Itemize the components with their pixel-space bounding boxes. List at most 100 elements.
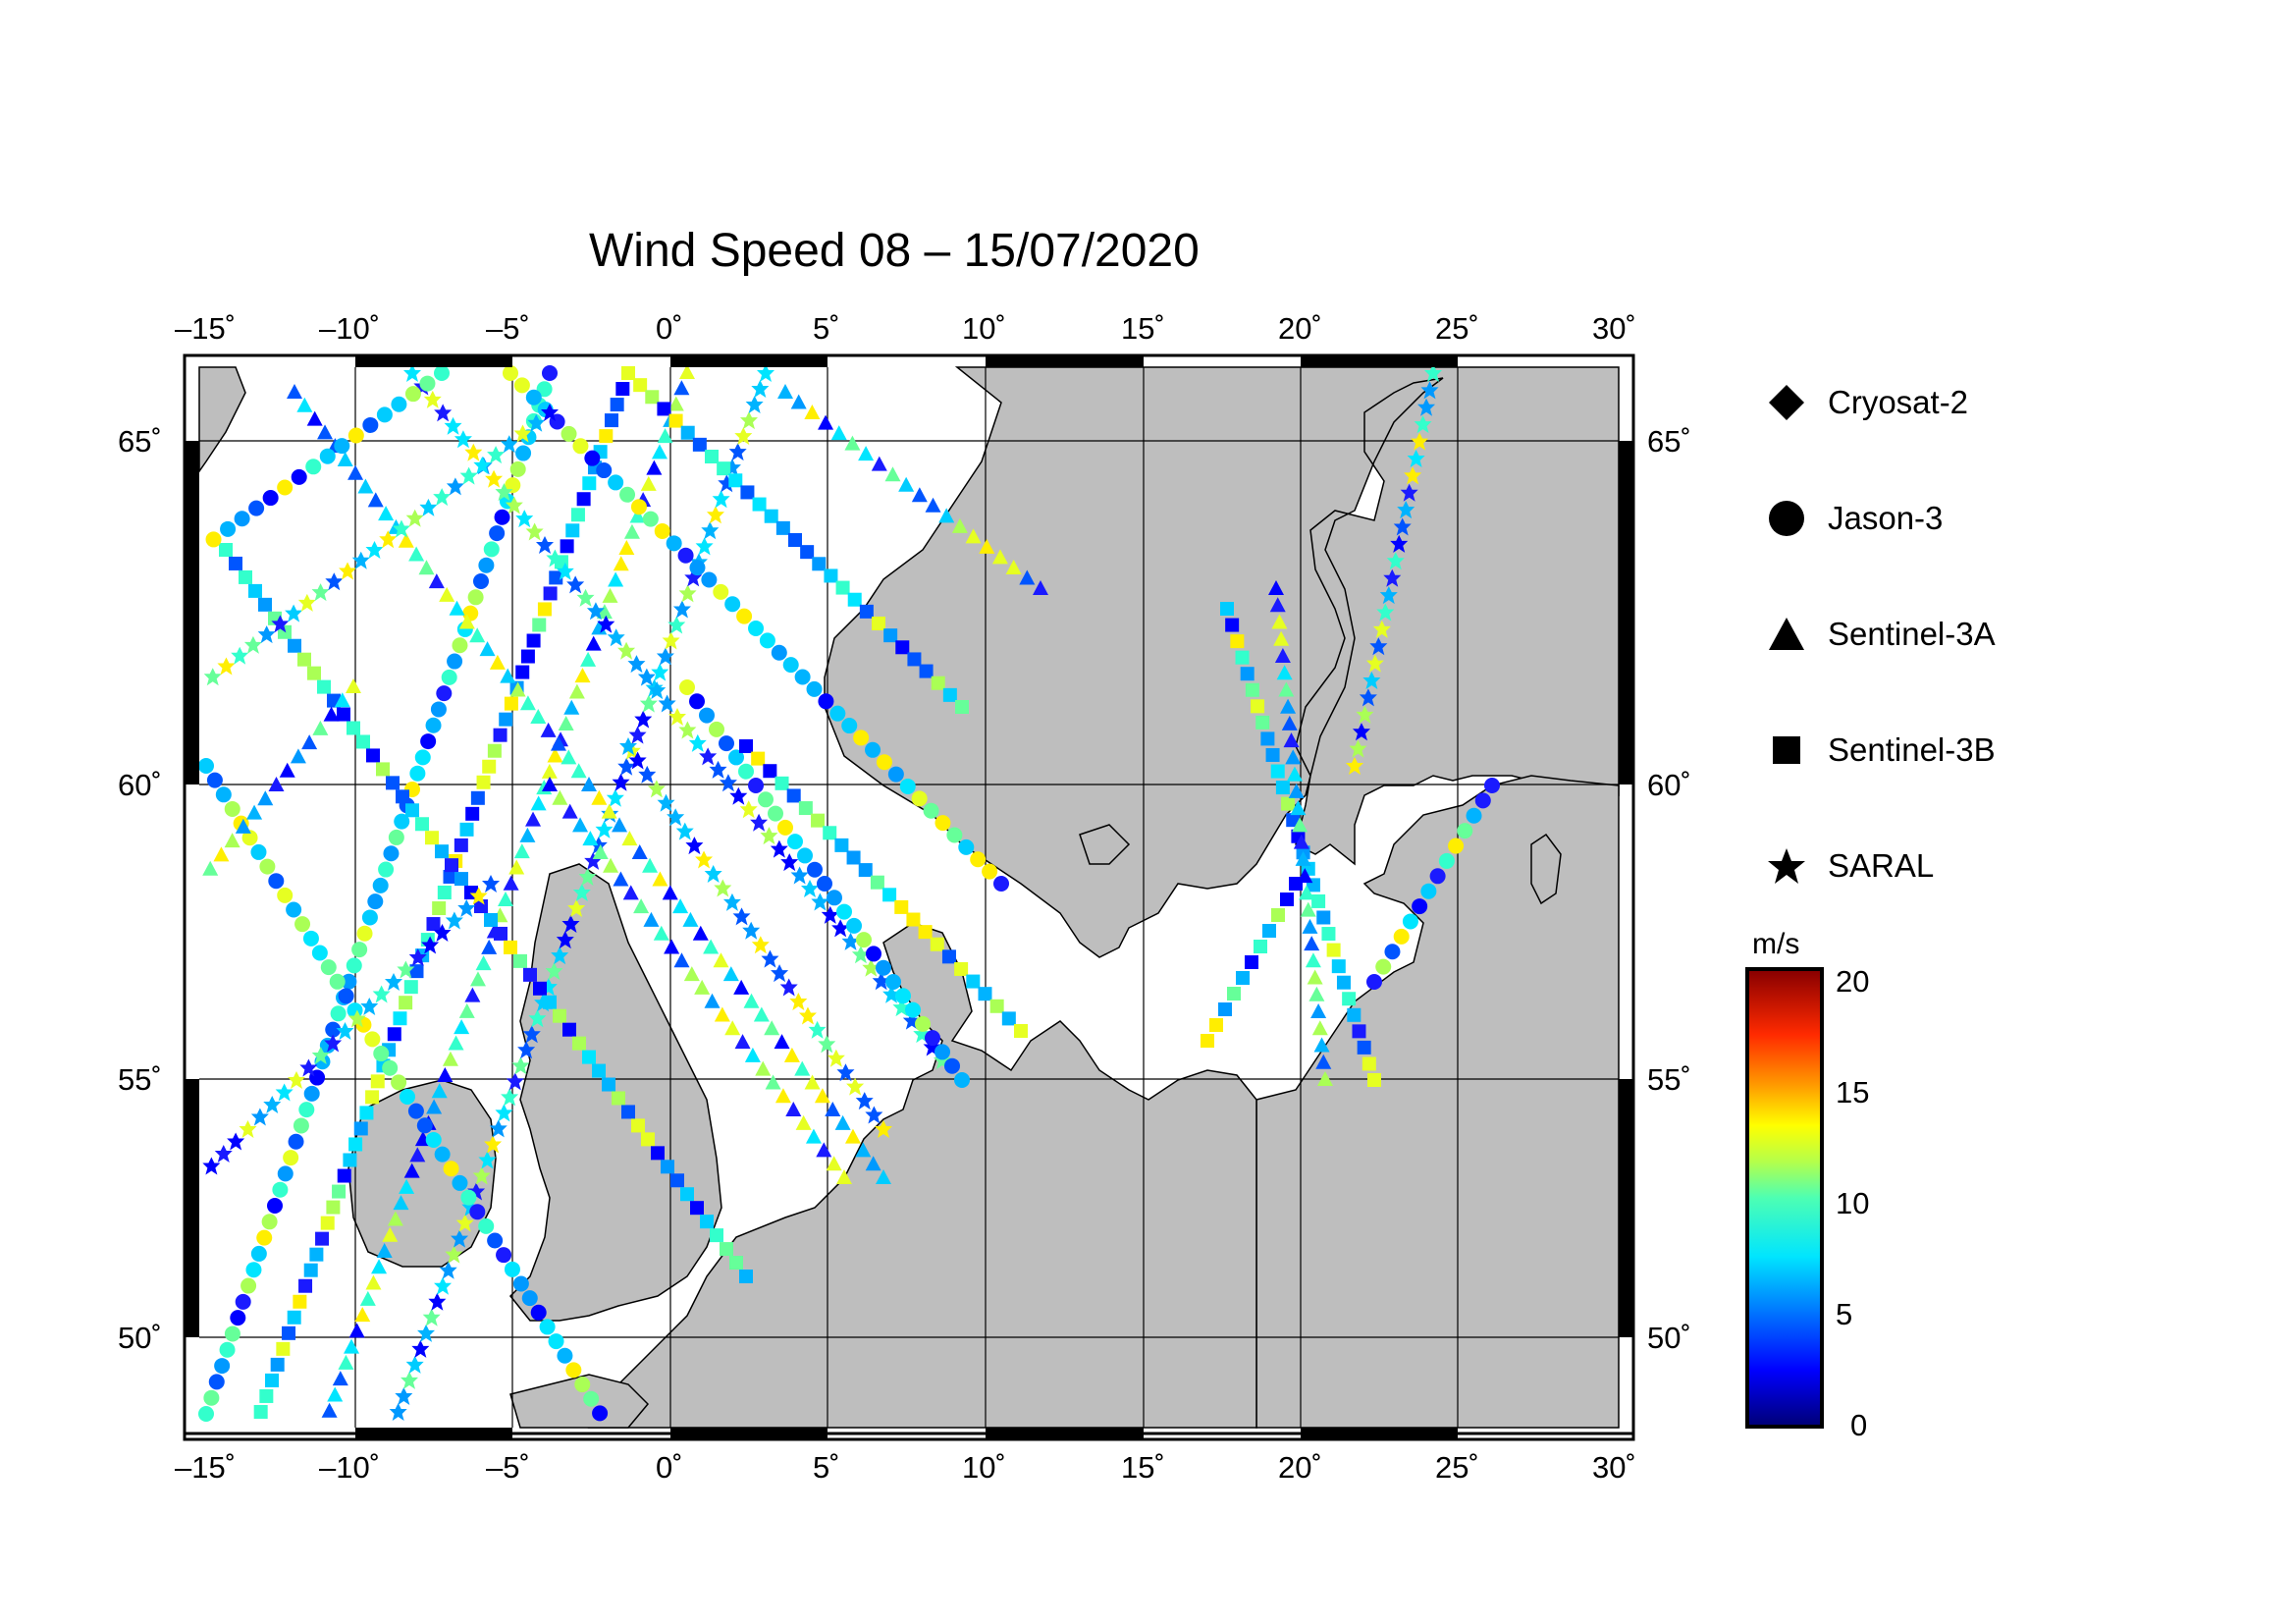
track-point <box>347 464 364 480</box>
track-point <box>876 754 892 771</box>
track-point <box>399 996 413 1010</box>
track-point <box>296 397 313 412</box>
track-point <box>675 822 694 840</box>
track-point <box>306 410 323 426</box>
track-point <box>317 424 334 440</box>
track-point <box>1292 817 1308 833</box>
track-point <box>871 456 887 471</box>
track-point <box>739 800 758 819</box>
track-point <box>872 972 890 991</box>
legend-jason-3: Jason-3 <box>1767 494 1943 543</box>
track-point <box>365 1090 380 1105</box>
track-point <box>918 925 933 940</box>
track-point <box>259 858 276 875</box>
track-point <box>1311 893 1326 908</box>
track-point <box>1308 986 1325 1001</box>
track-point <box>704 865 722 883</box>
track-point <box>865 1106 883 1124</box>
track-point <box>790 394 807 409</box>
track-point <box>239 1120 257 1138</box>
track-point <box>627 655 646 674</box>
track-point <box>320 1216 335 1230</box>
track-point <box>870 875 884 890</box>
track-point <box>657 402 671 416</box>
track-point <box>517 1041 536 1059</box>
track-point <box>826 1156 842 1171</box>
track-point <box>703 939 720 954</box>
map-title: Wind Speed 08 – 15/07/2020 <box>589 225 1200 277</box>
svg-text:30˚: 30˚ <box>1592 1450 1636 1485</box>
track-point <box>834 838 849 852</box>
colorbar-tick: 20 <box>1836 964 1870 999</box>
track-point <box>436 685 453 702</box>
track-point <box>622 885 639 900</box>
track-point <box>938 508 955 523</box>
track-point <box>666 535 682 552</box>
lon-ticks-bottom: –15˚ –10˚ –5˚ 0˚ 5˚ 10˚ 15˚ 20˚ 25˚ 30˚ <box>175 1450 1636 1485</box>
track-point <box>248 583 262 598</box>
track-point <box>272 1181 289 1198</box>
track-point <box>798 1006 817 1025</box>
track-point <box>751 936 770 954</box>
track-point <box>294 916 311 933</box>
track-point <box>601 803 617 819</box>
track-point <box>657 428 673 444</box>
track-point <box>1269 597 1286 613</box>
track-point <box>1251 699 1265 714</box>
svg-text:–15˚: –15˚ <box>175 311 236 346</box>
track-point <box>337 451 353 466</box>
track-point <box>830 425 847 441</box>
track-point <box>717 461 731 476</box>
track-point <box>327 1386 344 1402</box>
track-point <box>359 1106 374 1120</box>
track-point <box>548 1333 564 1350</box>
track-point <box>894 899 909 914</box>
track-point <box>748 778 764 793</box>
track-point <box>403 1163 420 1178</box>
track-point <box>596 604 613 620</box>
track-point <box>425 831 439 845</box>
track-point <box>561 425 577 442</box>
track-point <box>473 573 489 589</box>
track-point <box>1412 898 1428 915</box>
track-point <box>373 1046 390 1062</box>
track-point <box>473 456 492 474</box>
track-point <box>469 887 488 905</box>
track-point <box>248 500 265 516</box>
track-point <box>667 616 686 634</box>
track-point <box>1235 650 1250 665</box>
track-point <box>876 1169 891 1184</box>
colorbar-tick: 0 <box>1850 1408 1868 1442</box>
track-point <box>434 404 453 422</box>
track-point <box>356 734 370 749</box>
track-point <box>198 1406 214 1422</box>
track-point <box>800 545 815 560</box>
track-point <box>394 813 410 830</box>
track-point <box>428 573 445 589</box>
track-point <box>1268 580 1284 595</box>
track-point <box>774 1088 791 1104</box>
track-point <box>423 390 442 408</box>
track-point <box>408 546 425 562</box>
frame-bars <box>183 353 1635 1441</box>
track-point <box>400 1089 415 1105</box>
track-point <box>774 776 789 790</box>
track-point <box>250 1245 267 1262</box>
track-point <box>408 948 427 966</box>
track-point <box>383 845 400 862</box>
track-point <box>623 523 640 539</box>
track-point <box>608 571 624 587</box>
track-point <box>243 635 262 654</box>
track-point <box>1271 614 1288 629</box>
track-point <box>759 632 775 649</box>
track-point <box>568 683 585 699</box>
track-point <box>1245 682 1259 697</box>
track-point <box>513 377 530 394</box>
track-point <box>439 1261 457 1279</box>
track-point <box>808 1020 827 1039</box>
track-point <box>818 693 834 710</box>
track-point <box>351 551 370 569</box>
track-point <box>393 1011 407 1026</box>
track-point <box>692 437 707 452</box>
track-point <box>537 602 552 617</box>
